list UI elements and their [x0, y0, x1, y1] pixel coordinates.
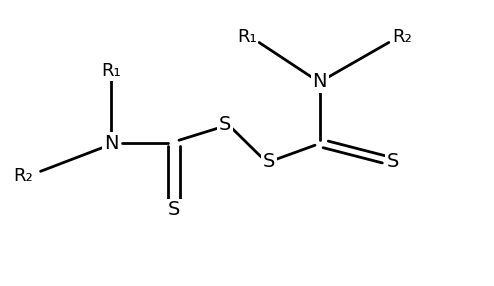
- Text: S: S: [386, 152, 399, 170]
- Text: R₁: R₁: [101, 62, 121, 80]
- Text: N: N: [104, 134, 118, 152]
- Text: R₁: R₁: [237, 29, 257, 47]
- Text: S: S: [263, 152, 275, 170]
- Text: S: S: [219, 116, 231, 134]
- Text: S: S: [168, 200, 180, 219]
- Text: N: N: [313, 72, 327, 92]
- Text: R₂: R₂: [393, 29, 412, 47]
- Text: R₂: R₂: [14, 167, 34, 185]
